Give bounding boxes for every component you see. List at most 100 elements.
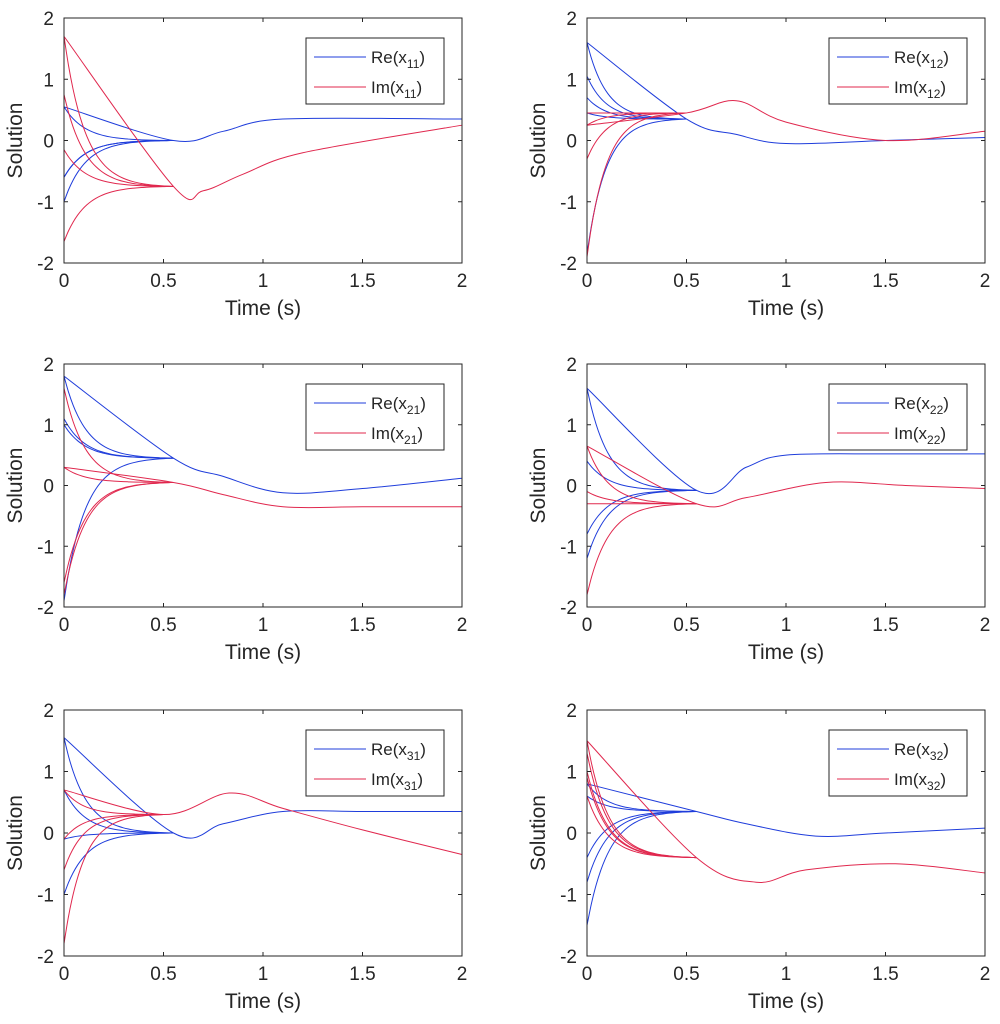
y-axis-label: Solution <box>527 795 550 871</box>
legend-label-close: ) <box>943 740 949 759</box>
y-tick-label: -2 <box>37 947 54 968</box>
legend-label-subscript: 22 <box>930 403 944 417</box>
series-transient-imag <box>586 795 697 859</box>
series-transient-real <box>63 737 174 834</box>
series-line-imag <box>586 100 986 142</box>
series-line-imag <box>586 445 986 508</box>
x-tick-label: 2 <box>980 271 991 292</box>
legend-box <box>828 729 968 797</box>
series-group <box>586 387 986 595</box>
legend: Re(x22) Im(x22) <box>828 383 968 451</box>
series-transient-imag <box>63 814 164 871</box>
series-transient-real <box>586 489 697 559</box>
series-transient-imag <box>63 481 174 595</box>
series-line-imag <box>63 466 462 509</box>
x-axis-label: Time (s) <box>748 641 824 664</box>
legend-label-imag: Im(x12) <box>894 78 946 101</box>
legend-label-subscript: 32 <box>930 749 944 763</box>
series-group <box>586 740 986 926</box>
y-axis-label: Solution <box>527 448 550 524</box>
legend-label-imag: Im(x22) <box>894 424 946 447</box>
legend-label-base: Re(x <box>894 394 930 413</box>
series-transient-imag <box>63 814 164 944</box>
legend-label-imag: Im(x31) <box>371 770 423 793</box>
legend-label-close: ) <box>419 48 425 67</box>
y-tick-label: -1 <box>560 193 577 214</box>
x-tick-label: 2 <box>457 615 468 636</box>
x-tick-label: 0 <box>582 271 593 292</box>
legend-box <box>305 729 445 797</box>
legend-label-subscript: 11 <box>407 57 420 71</box>
y-tick-label: 2 <box>566 355 577 376</box>
y-tick-label: -1 <box>37 886 54 907</box>
x-tick-label: 0.5 <box>150 964 176 985</box>
x-tick-label: 1 <box>781 615 792 636</box>
legend-label-subscript: 12 <box>930 57 944 71</box>
legend: Re(x12) Im(x12) <box>828 37 968 105</box>
y-tick-label: 2 <box>43 701 54 722</box>
series-transient-real <box>63 106 174 141</box>
series-transient-real <box>586 388 697 491</box>
legend-label-real: Re(x12) <box>894 48 949 71</box>
x-tick-label: 1.5 <box>349 271 375 292</box>
x-axis-label: Time (s) <box>748 990 824 1013</box>
y-tick-label: 1 <box>43 70 54 91</box>
legend-label-base: Re(x <box>371 394 407 413</box>
y-tick-label: -1 <box>37 193 54 214</box>
legend-label-close: ) <box>417 424 423 443</box>
legend-label-subscript: 21 <box>404 433 418 447</box>
y-tick-label: 0 <box>566 824 577 845</box>
x-tick-label: 1.5 <box>872 615 898 636</box>
y-tick-label: 1 <box>566 416 577 437</box>
x-tick-label: 0.5 <box>673 964 699 985</box>
y-tick-label: 2 <box>43 9 54 30</box>
legend-label-close: ) <box>420 740 426 759</box>
series-transient-imag <box>586 112 687 257</box>
y-axis-label: Solution <box>4 103 27 179</box>
series-group <box>63 737 463 944</box>
x-tick-label: 1 <box>781 964 792 985</box>
legend-label-close: ) <box>943 48 949 67</box>
x-tick-label: 2 <box>980 615 991 636</box>
series-transient-imag <box>63 388 174 483</box>
legend-label-base: Re(x <box>894 48 930 67</box>
x-tick-label: 2 <box>457 271 468 292</box>
legend-label-close: ) <box>417 78 423 97</box>
legend-label-base: Im(x <box>894 770 928 789</box>
legend-box <box>828 383 968 451</box>
series-transient-imag <box>63 185 174 242</box>
series-line-real <box>586 387 986 494</box>
legend: Re(x11)Im(x11) <box>305 37 445 105</box>
x-tick-label: 0 <box>59 271 70 292</box>
legend-label-base: Im(x <box>371 770 405 789</box>
legend-box <box>305 37 445 105</box>
series-transient-real <box>63 140 174 178</box>
y-tick-label: -2 <box>560 947 577 968</box>
x-axis-label: Time (s) <box>225 990 301 1013</box>
y-tick-label: 1 <box>43 416 54 437</box>
y-tick-label: -2 <box>560 254 577 275</box>
legend-label-real: Re(x22) <box>894 394 949 417</box>
series-transient-imag <box>63 149 174 187</box>
legend-label-subscript: 11 <box>404 87 417 101</box>
legend-label-imag: Im(x11) <box>371 78 422 101</box>
y-tick-label: -1 <box>560 886 577 907</box>
x-tick-label: 1 <box>258 615 269 636</box>
x-tick-label: 1.5 <box>349 615 375 636</box>
y-tick-label: 0 <box>43 477 54 498</box>
x-tick-label: 2 <box>980 964 991 985</box>
series-transient-real <box>63 832 174 895</box>
y-tick-label: -1 <box>560 537 577 558</box>
series-transient-real <box>586 118 687 254</box>
legend-label-base: Im(x <box>894 424 928 443</box>
x-tick-label: 0.5 <box>673 271 699 292</box>
series-transient-real <box>63 424 174 459</box>
y-tick-label: 2 <box>43 355 54 376</box>
series-transient-real <box>63 140 174 178</box>
legend-label-base: Im(x <box>371 78 405 97</box>
